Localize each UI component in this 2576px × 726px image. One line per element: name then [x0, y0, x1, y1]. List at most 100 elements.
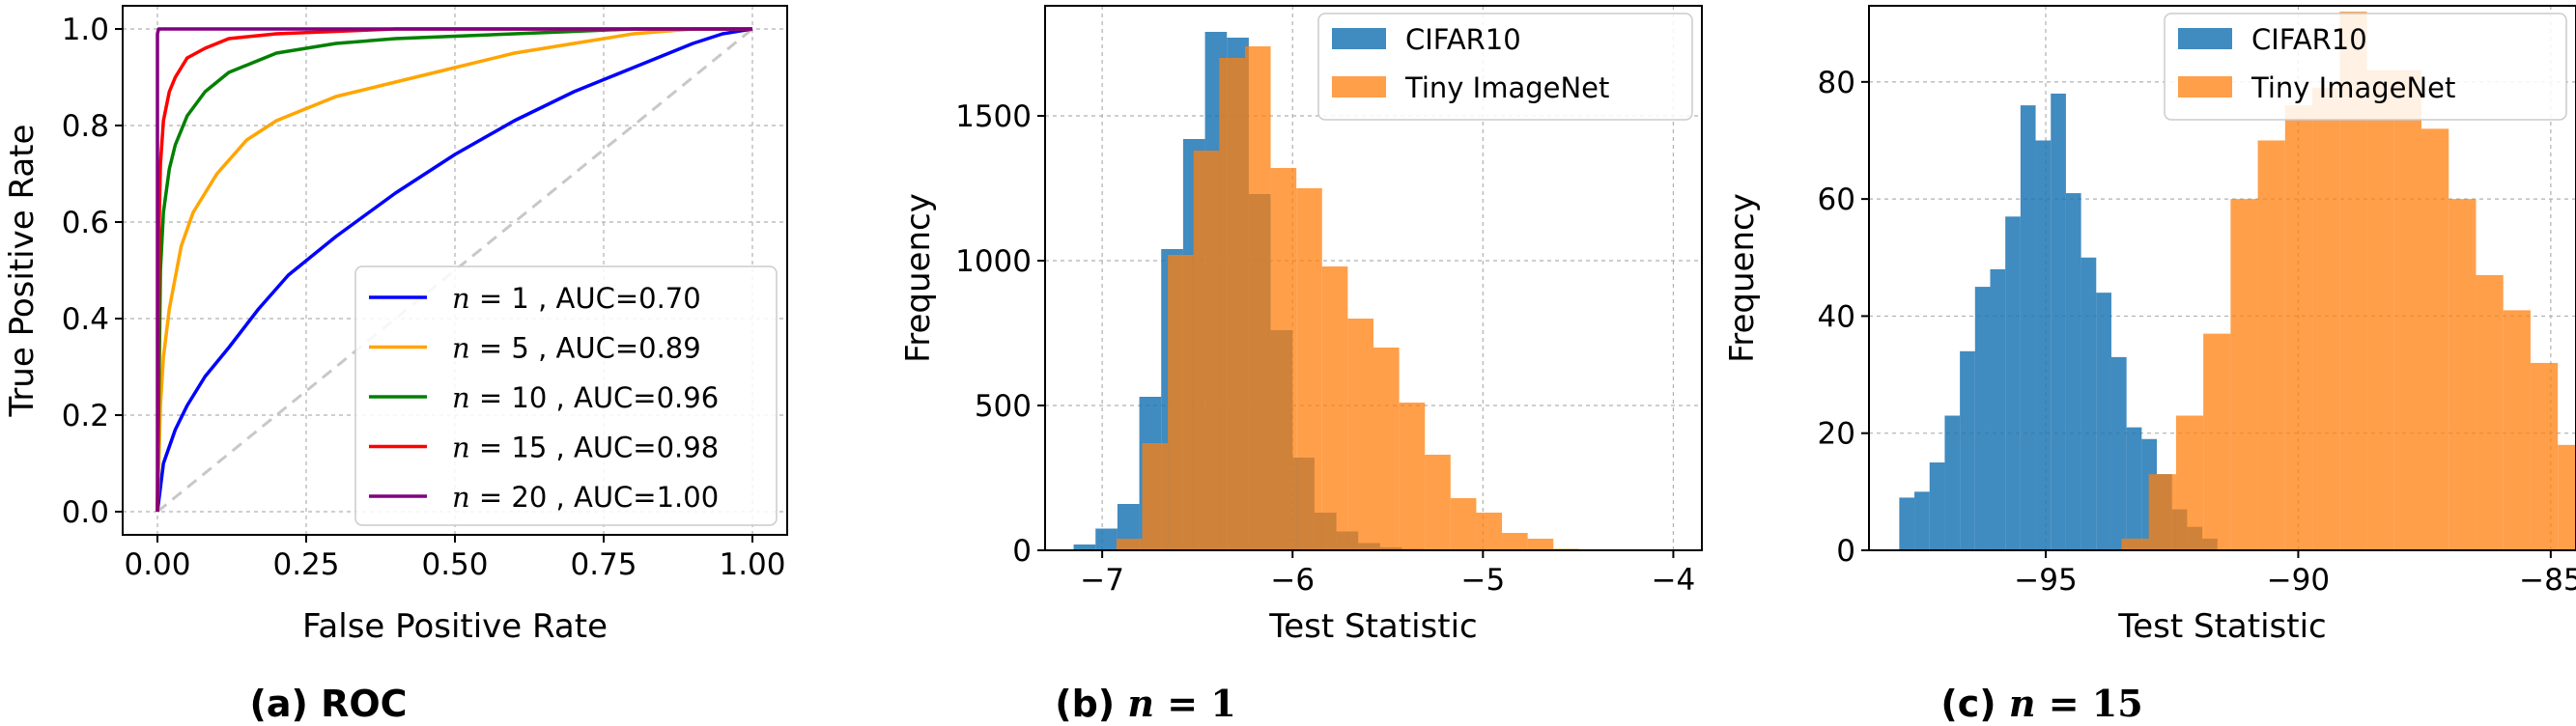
caption-n15-prefix: (c) [1940, 683, 1996, 725]
hist-n1-legend-box [1317, 13, 1693, 121]
roc-legend-box [354, 265, 778, 526]
hist-n15-bar-tiny [2503, 310, 2531, 550]
caption-n1-rest: = 1 [1154, 682, 1236, 725]
hist-n1-bar-tiny [1373, 348, 1400, 550]
roc-curves [156, 27, 753, 513]
hist-n15-bar-cifar [1974, 287, 1991, 550]
hist-n15-y-tick-label: 80 [1818, 66, 1855, 100]
caption-n1-prefix: (b) [1055, 683, 1115, 725]
caption-roc-prefix: (a) [249, 683, 307, 725]
roc-legend: n = 1 , AUC=0.70n = 5 , AUC=0.89n = 10 ,… [354, 265, 778, 526]
hist-n15-bar-tiny [2175, 415, 2204, 550]
hist-n1-bar-cifar [1095, 528, 1118, 550]
roc-legend-text: = 5 , AUC=0.89 [470, 332, 701, 365]
roc-legend-label: n = 1 , AUC=0.70 [452, 282, 701, 315]
roc-legend-var: n [452, 282, 470, 315]
hist-n15-bar-tiny [2203, 333, 2231, 550]
hist-n1-legend-label: Tiny ImageNet [1404, 71, 1609, 104]
hist-n15-bar-cifar [1944, 415, 1961, 550]
hist-n1-y-tick-label: 1500 [955, 99, 1032, 134]
roc-x-tick-label: 0.75 [570, 547, 637, 582]
hist-n1-bar-tiny [1399, 403, 1426, 550]
roc-x-tick-label: 0.50 [421, 547, 488, 582]
hist-n1-x-tick-label: −7 [1080, 563, 1124, 598]
hist-n1-bar-tiny [1168, 255, 1194, 550]
hist-n15-ticks: −95 −90 −85 0 20 40 60 80 [1818, 66, 2576, 598]
hist-n15-bar-tiny [2393, 70, 2422, 550]
hist-n1-bar-tiny [1193, 151, 1220, 550]
hist-n1-x-tick-label: −5 [1460, 563, 1505, 598]
roc-curve-n20 [156, 27, 752, 512]
hist-n15-bar-cifar [2126, 427, 2142, 550]
caption-roc-text: ROC [321, 683, 407, 725]
hist-n1-bar-tiny [1527, 539, 1554, 550]
hist-n1-bar-tiny [1425, 455, 1451, 550]
hist-n1-bar-tiny [1347, 319, 1373, 550]
hist-n15-bar-cifar [2005, 216, 2021, 551]
hist-n1-bars [1073, 32, 1643, 550]
hist-n1-legend: CIFAR10 Tiny ImageNet [1317, 13, 1693, 121]
hist-n15-bar-cifar [2035, 140, 2052, 550]
hist-n15-x-tick-label: −95 [2014, 563, 2077, 598]
hist-n15-bar-cifar [1929, 462, 1945, 550]
hist-n1-bar-tiny [1296, 188, 1322, 550]
roc-x-tick-label: 1.00 [719, 547, 785, 582]
hist-n15-y-tick-label: 40 [1818, 299, 1855, 334]
roc-y-tick-label: 0.2 [62, 399, 109, 433]
hist-n1-bar-tiny [1270, 168, 1297, 550]
roc-legend-text: = 10 , AUC=0.96 [470, 381, 719, 414]
hist-n15-legend: CIFAR10 Tiny ImageNet [2164, 13, 2567, 121]
hist-n1-bar-tiny [1142, 443, 1169, 550]
hist-n15-legend-swatch-tiny [2178, 76, 2232, 98]
hist-n15-bar-cifar [1960, 350, 1975, 550]
roc-legend-var: n [452, 332, 470, 365]
roc-legend-var: n [452, 481, 470, 514]
hist-n15-y-axis-label: Frequency [1723, 193, 1762, 363]
hist-n15-legend-label: Tiny ImageNet [2250, 71, 2455, 104]
roc-curve-n10 [156, 27, 752, 513]
caption-roc: (a) ROC [249, 683, 407, 725]
hist-n1-x-tick-label: −4 [1652, 563, 1696, 598]
hist-n15-bar-cifar [2065, 193, 2081, 550]
roc-legend-text: = 15 , AUC=0.98 [470, 432, 719, 464]
hist-n15-legend-label: CIFAR10 [2251, 23, 2367, 56]
roc-x-tick-label: 0.25 [272, 547, 339, 582]
hist-n15-y-tick-label: 20 [1818, 417, 1855, 452]
hist-n15-bar-tiny [2148, 474, 2176, 550]
roc-y-tick-label: 0.4 [62, 302, 109, 337]
roc-curve-n1 [156, 27, 753, 513]
hist-n15-bar-cifar [2020, 105, 2036, 550]
caption-n15-rest: = 15 [2035, 682, 2142, 725]
hist-n1-legend-swatch-cifar [1332, 28, 1386, 49]
caption-n15: (c) n = 15 [1940, 682, 2142, 725]
hist-n15-bar-cifar [1990, 268, 2006, 550]
roc-y-tick-label: 0.0 [62, 495, 109, 530]
roc-legend-label: n = 20 , AUC=1.00 [452, 481, 719, 514]
hist-n15-bar-tiny [2449, 199, 2477, 550]
roc-chance-line [156, 27, 753, 514]
hist-n15-bar-cifar [2081, 257, 2097, 550]
hist-n1-bar-tiny [1244, 46, 1271, 550]
roc-y-tick-label: 0.8 [62, 109, 109, 144]
hist-n15-bars [1899, 12, 2576, 551]
hist-n15-y-tick-label: 60 [1818, 182, 1855, 217]
roc-curve-n5 [156, 27, 752, 513]
roc-legend-text: = 20 , AUC=1.00 [470, 481, 719, 514]
hist-n1-y-tick-label: 0 [1012, 534, 1032, 569]
roc-panel: 0.00 0.25 0.50 0.75 1.00 0.0 0.2 0.4 0.6 0.8 1.0 F… [3, 5, 788, 646]
hist-n15-bar-tiny [2530, 362, 2559, 550]
hist-n15-bar-tiny [2312, 87, 2340, 550]
hist-n15-panel: −95 −90 −85 0 20 40 60 80 Test Statistic Freque… [1723, 5, 2576, 646]
hist-n1-y-tick-label: 500 [975, 389, 1032, 424]
hist-n15-bar-tiny [2558, 444, 2576, 550]
hist-n15-bar-cifar [2096, 293, 2111, 550]
roc-legend-var: n [452, 381, 470, 414]
hist-n1-bar-tiny [1476, 513, 1503, 550]
hist-n1-y-axis-label: Frequency [899, 193, 938, 363]
roc-y-tick-label: 1.0 [62, 13, 109, 47]
hist-n15-bar-cifar [1899, 497, 1915, 550]
hist-n1-x-axis-label: Test Statistic [1268, 607, 1477, 646]
caption-n1: (b) n = 1 [1055, 682, 1236, 725]
hist-n1-legend-swatch-tiny [1332, 76, 1386, 98]
